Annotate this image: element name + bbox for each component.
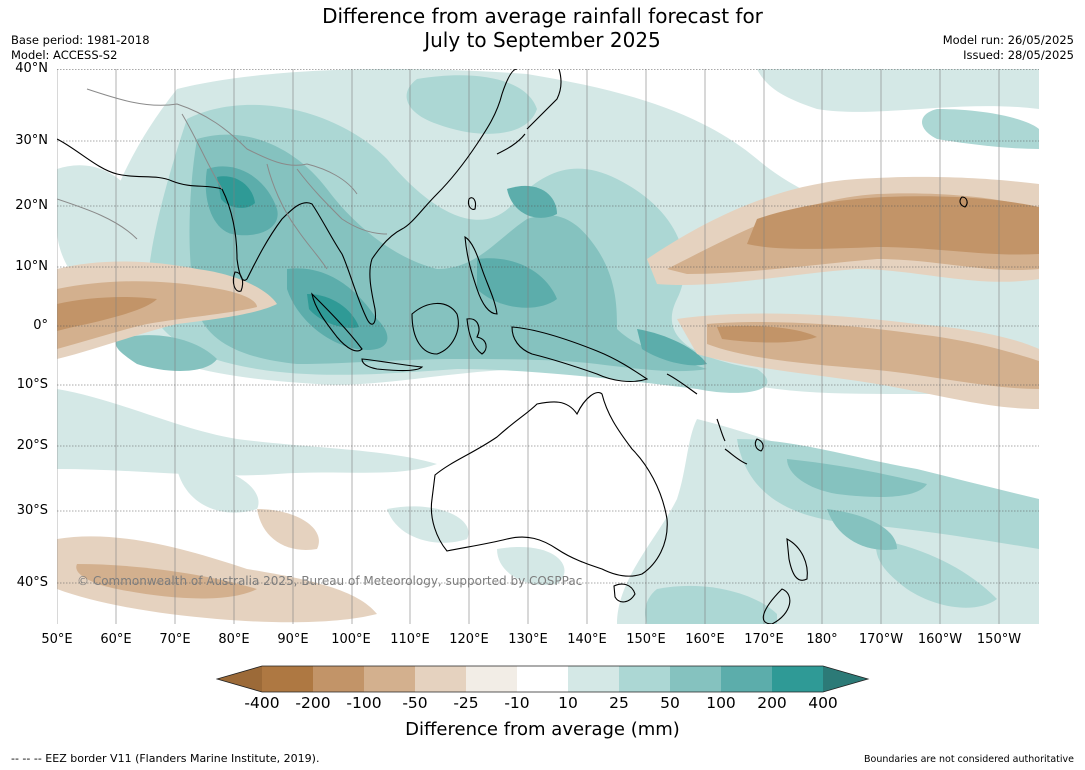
solomon-coast — [666, 373, 698, 395]
lat-label-20s: 20°S — [16, 438, 48, 453]
hawaii-coast — [959, 196, 968, 208]
legend-outline — [216, 665, 870, 693]
lon-label-160e: 160°E — [685, 632, 725, 647]
lon-label-100e: 100°E — [331, 632, 371, 647]
copyright-notice: © Commonwealth of Australia 2025, Bureau… — [77, 574, 583, 588]
kyushu-coast — [496, 133, 526, 155]
boundary-note: Boundaries are not considered authoritat… — [864, 754, 1074, 765]
lon-label-130e: 130°E — [508, 632, 548, 647]
legend-title: Difference from average (mm) — [405, 719, 680, 740]
lon-label-60e: 60°E — [100, 632, 132, 647]
lat-label-30n: 30°N — [15, 133, 48, 148]
legend-swatch-3 — [364, 666, 415, 692]
legend-swatch-1 — [262, 666, 313, 692]
lon-label-50e: 50°E — [41, 632, 73, 647]
model-run: Model run: 26/05/2025 — [942, 33, 1074, 47]
lon-label-160w: 160°W — [917, 632, 963, 647]
legend-tick-3: -100 — [346, 694, 382, 712]
lon-label-170w: 170°W — [858, 632, 904, 647]
meta-left: Base period: 1981-2018 Model: ACCESS-S2 — [11, 33, 150, 63]
lon-label-90e: 90°E — [277, 632, 309, 647]
australia-coast — [430, 392, 668, 577]
legend-tick-8: 25 — [609, 694, 629, 712]
lon-label-110e: 110°E — [390, 632, 430, 647]
vanuatu-coast — [716, 418, 726, 442]
lon-label-150e: 150°E — [626, 632, 666, 647]
lon-label-70e: 70°E — [159, 632, 191, 647]
base-period: Base period: 1981-2018 — [11, 33, 150, 47]
title-line-1: Difference from average rainfall forecas… — [322, 4, 763, 28]
country-borders — [57, 88, 388, 270]
asia-coast — [57, 69, 518, 325]
legend-tick-5: -25 — [453, 694, 479, 712]
lat-label-10n: 10°N — [15, 259, 48, 274]
japan-coast — [526, 69, 562, 130]
lon-label-150w: 150°W — [976, 632, 1022, 647]
legend-tick-6: -10 — [504, 694, 530, 712]
fiji-coast — [754, 438, 764, 452]
borneo-coast — [411, 302, 459, 355]
model-name: Model: ACCESS-S2 — [11, 48, 118, 62]
legend-tick-10: 100 — [706, 694, 736, 712]
lon-label-80e: 80°E — [218, 632, 250, 647]
issued-date: Issued: 28/05/2025 — [963, 48, 1074, 62]
legend-swatch-7 — [568, 666, 619, 692]
legend-swatch-2 — [313, 666, 364, 692]
legend-swatch-8 — [619, 666, 670, 692]
meridians — [57, 69, 1000, 624]
nz-north-coast — [786, 538, 808, 581]
legend-tick-12: 400 — [808, 694, 838, 712]
legend-arrow-left — [217, 666, 262, 692]
legend-tick-4: -50 — [402, 694, 428, 712]
sri-lanka-coast — [232, 271, 244, 292]
lat-label-30s: 30°S — [16, 503, 48, 518]
map-title: Difference from average rainfall forecas… — [0, 4, 1085, 52]
new-caledonia-coast — [724, 448, 748, 465]
legend-swatch-6 — [517, 666, 568, 692]
coastlines — [57, 69, 968, 624]
sulawesi-coast — [466, 318, 487, 355]
philippines-coast — [464, 235, 498, 315]
legend-arrow-right — [823, 666, 868, 692]
legend-colorbar — [216, 665, 870, 693]
lat-label-40s: 40°S — [16, 575, 48, 590]
legend-swatch-10 — [721, 666, 772, 692]
meta-right: Model run: 26/05/2025 Issued: 28/05/2025 — [943, 33, 1074, 63]
legend-swatch-5 — [466, 666, 517, 692]
lon-label-140e: 140°E — [567, 632, 607, 647]
legend-swatch-4 — [415, 666, 466, 692]
lon-label-170e: 170°E — [744, 632, 784, 647]
rainfall-map — [57, 69, 1039, 624]
lon-label-180: 180° — [806, 632, 838, 647]
legend-tick-1: -400 — [244, 694, 280, 712]
lat-label-10s: 10°S — [16, 377, 48, 392]
anomaly-minus-50-100 — [57, 196, 1039, 343]
sumatra-coast — [311, 292, 363, 352]
legend-swatch-9 — [670, 666, 721, 692]
title-line-2: July to September 2025 — [424, 28, 661, 52]
lat-label-40n: 40°N — [15, 61, 48, 76]
new-guinea-coast — [511, 326, 649, 383]
nz-south-coast — [762, 588, 791, 624]
legend-swatch-11 — [772, 666, 823, 692]
legend-tick-9: 50 — [660, 694, 680, 712]
legend-tick-2: -200 — [295, 694, 331, 712]
legend-tick-7: 10 — [558, 694, 578, 712]
eez-note: -- -- -- EEZ border V11 (Flanders Marine… — [11, 752, 320, 765]
taiwan-coast — [467, 197, 477, 210]
lat-label-0: 0° — [33, 318, 48, 333]
lon-label-120e: 120°E — [449, 632, 489, 647]
lat-label-20n: 20°N — [15, 198, 48, 213]
tasmania-coast — [613, 583, 636, 603]
legend-tick-11: 200 — [757, 694, 787, 712]
java-coast — [361, 358, 424, 372]
